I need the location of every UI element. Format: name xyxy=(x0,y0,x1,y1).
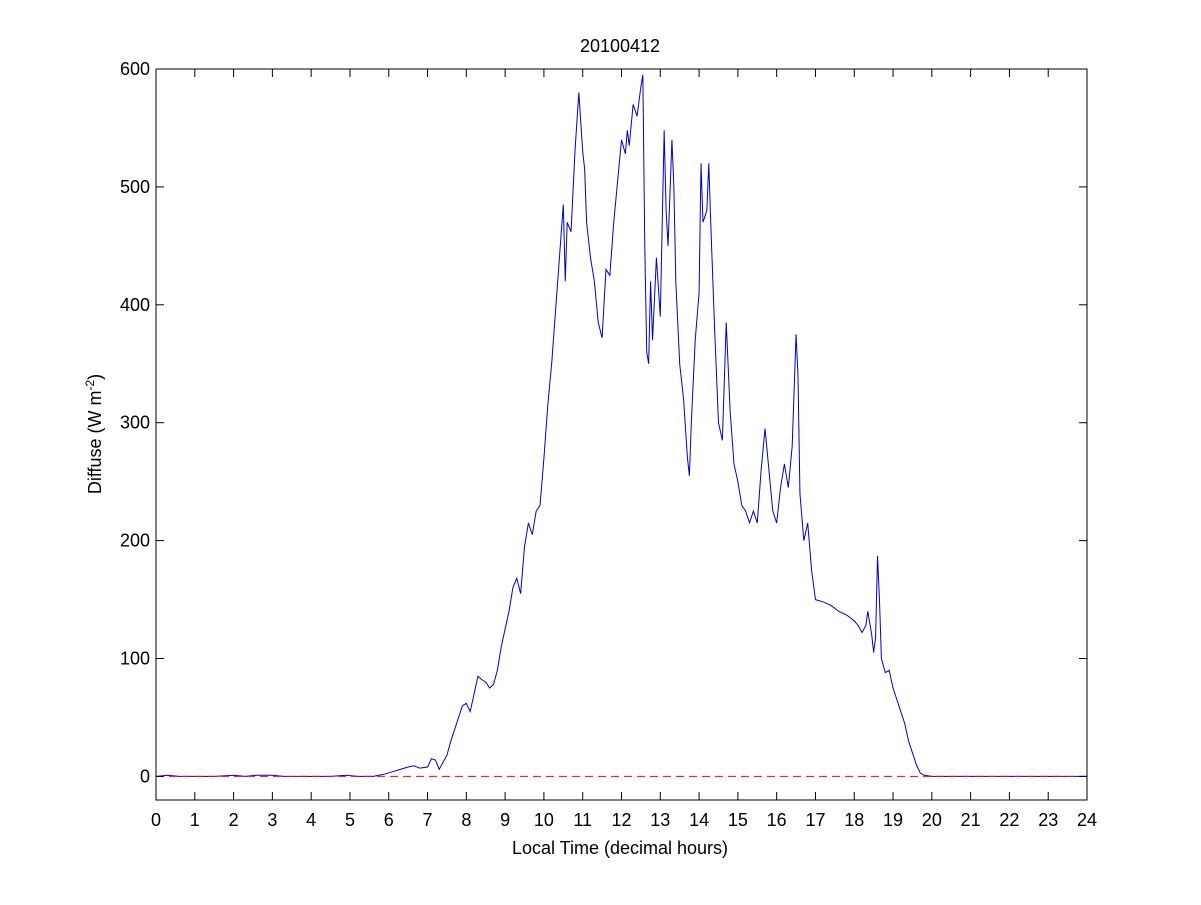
x-tick-label: 13 xyxy=(650,810,670,830)
x-tick-label: 7 xyxy=(423,810,433,830)
y-tick-label: 200 xyxy=(120,531,150,551)
x-tick-label: 5 xyxy=(345,810,355,830)
x-tick-label: 1 xyxy=(190,810,200,830)
axis-ticks: 0 1 2 3 4 5 6 7 8 9 10 11 12 13 14 15 16 17 18 19 20 21 22 23 24… xyxy=(120,59,1097,830)
x-tick-label: 21 xyxy=(961,810,981,830)
y-tick-label: 100 xyxy=(120,649,150,669)
y-tick-label: 0 xyxy=(140,766,150,786)
x-tick-label: 16 xyxy=(767,810,787,830)
y-axis-label-close: ) xyxy=(85,374,105,380)
x-tick-label: 22 xyxy=(999,810,1019,830)
y-tick-label: 300 xyxy=(120,413,150,433)
x-tick-label: 3 xyxy=(267,810,277,830)
x-tick-label: 20 xyxy=(922,810,942,830)
y-axis-label: Diffuse (W m-2) xyxy=(83,374,105,494)
y-axis-label-main: Diffuse (W m xyxy=(85,390,105,494)
y-axis-label-exponent: -2 xyxy=(83,379,97,390)
x-tick-label: 11 xyxy=(573,810,592,830)
x-tick-label: 23 xyxy=(1038,810,1058,830)
x-tick-label: 2 xyxy=(229,810,239,830)
x-tick-label: 17 xyxy=(805,810,825,830)
axes-box xyxy=(155,68,1088,801)
x-tick-label: 0 xyxy=(151,810,161,830)
y-tick-label: 400 xyxy=(120,295,150,315)
y-tick-label: 600 xyxy=(120,59,150,79)
x-tick-label: 19 xyxy=(883,810,903,830)
x-tick-label: 6 xyxy=(384,810,394,830)
x-axis-label: Local Time (decimal hours) xyxy=(512,838,728,858)
diffuse-series-line xyxy=(155,74,1087,777)
x-tick-label: 8 xyxy=(461,810,471,830)
x-tick-label: 18 xyxy=(844,810,864,830)
plot-area xyxy=(155,68,1088,801)
chart-title: 20100412 xyxy=(580,36,660,56)
x-tick-label: 9 xyxy=(500,810,510,830)
x-tick-label: 10 xyxy=(534,810,554,830)
y-tick-label: 500 xyxy=(120,177,150,197)
x-tick-label: 15 xyxy=(728,810,748,830)
x-tick-label: 14 xyxy=(689,810,709,830)
x-tick-label: 12 xyxy=(611,810,631,830)
x-tick-label: 24 xyxy=(1077,810,1097,830)
x-tick-label: 4 xyxy=(306,810,316,830)
